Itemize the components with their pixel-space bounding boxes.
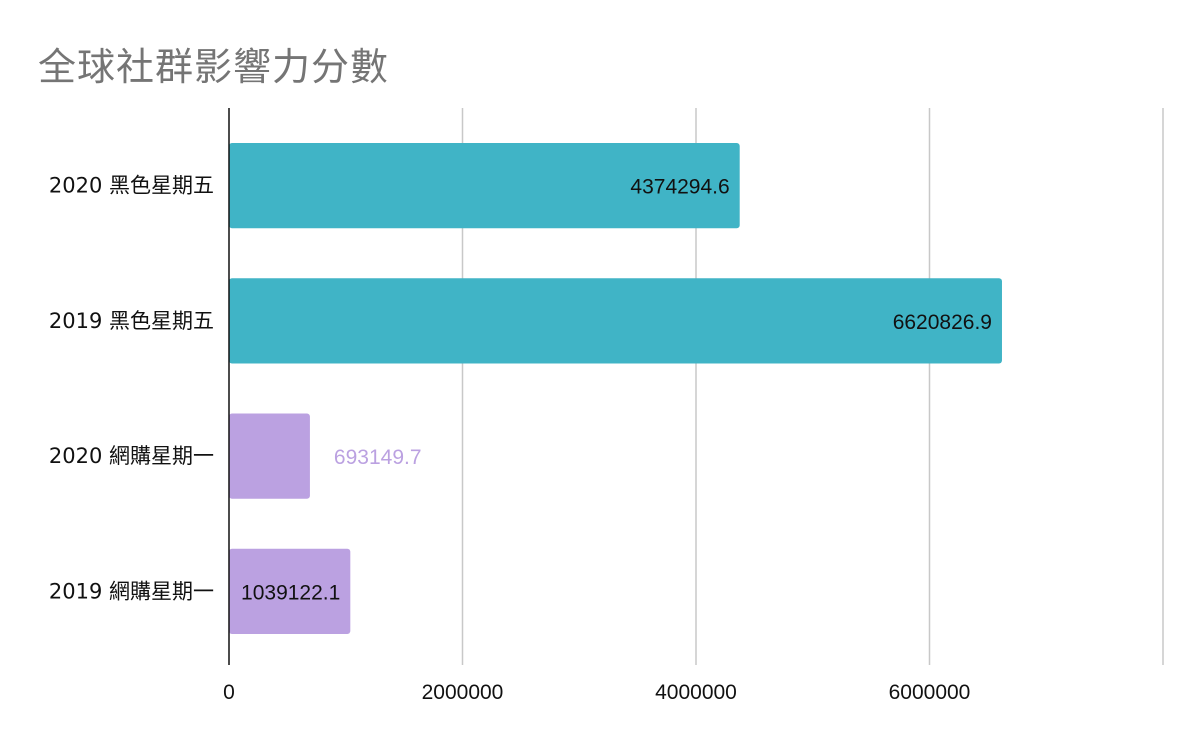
bar-1: [229, 278, 1002, 364]
x-tick-label-3: 6000000: [889, 681, 971, 704]
x-tick-label-2: 4000000: [655, 681, 737, 704]
data-label-0: 4374294.6: [630, 176, 729, 199]
data-label-1: 6620826.9: [893, 311, 992, 334]
x-tick-label-0: 0: [223, 681, 235, 704]
category-label-0: 2020 黑色星期五: [49, 174, 214, 198]
bar-0: [229, 143, 740, 229]
chart-title: 全球社群影響力分數: [38, 45, 390, 89]
x-tick-label-1: 2000000: [422, 681, 504, 704]
category-label-3: 2019 網購星期一: [49, 579, 214, 603]
category-label-2: 2020 網購星期一: [49, 444, 214, 468]
data-label-2: 693149.7: [334, 446, 422, 469]
category-label-1: 2019 黑色星期五: [49, 309, 214, 333]
bars: [229, 143, 1002, 634]
data-label-3: 1039122.1: [241, 581, 340, 604]
labels: 0 2000000 4000000 6000000 2020 黑色星期五 4374294.…: [49, 174, 992, 704]
bar-2: [229, 413, 310, 499]
bar-3: [229, 548, 351, 634]
